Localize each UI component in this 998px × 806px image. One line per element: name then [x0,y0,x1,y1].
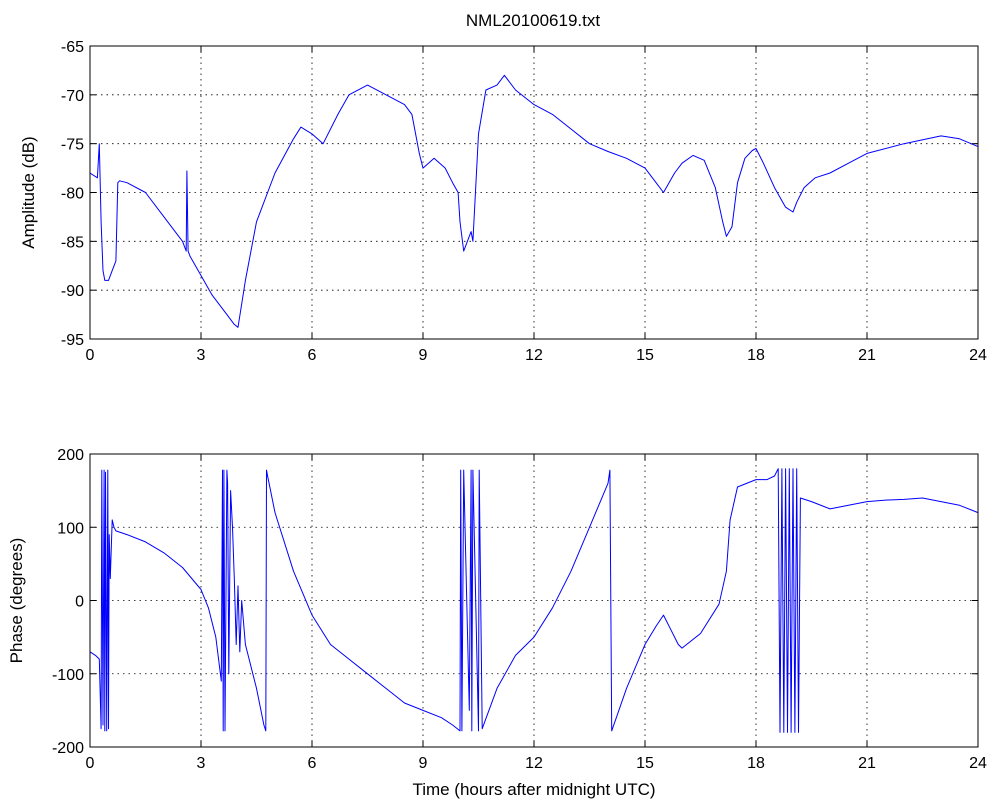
x-tick-label: 6 [308,347,317,364]
y-tick-label: -90 [61,283,84,300]
series-line [89,74,979,328]
x-tick-label: 12 [525,755,543,772]
x-tick-label: 6 [308,755,317,772]
x-tick-label: 3 [197,755,206,772]
x-tick-label: 24 [969,347,987,364]
x-tick-label: 3 [197,347,206,364]
x-tick-label: 12 [525,347,543,364]
x-tick-label: 15 [636,347,654,364]
y-tick-label: -100 [52,667,84,684]
x-axis-label: Time (hours after midnight UTC) [412,780,655,799]
y-tick-label: -75 [61,137,84,154]
plot-area [90,46,978,339]
x-tick-label: 21 [858,347,876,364]
phase-plot: 0 3 6 9 12 15 18 21 24 -200 -100 0 100 200 Phase (degr… [7,447,987,799]
y-tick-label: -95 [61,332,84,349]
x-tick-label: 21 [858,755,876,772]
amplitude-plot: 0 3 6 9 12 15 18 21 24 -95 -90 -85 -80 -75 -70 -65 Ampli… [19,39,987,364]
y-tick-label: 0 [75,594,84,611]
y-tick-label: 100 [57,520,84,537]
y-axis-label: Amplitude (dB) [19,136,38,248]
x-tick-label: 0 [86,347,95,364]
x-tick-label: 15 [636,755,654,772]
x-tick-label: 18 [747,755,765,772]
y-tick-label: -85 [61,234,84,251]
y-tick-label: -65 [61,39,84,56]
x-tick-label: 18 [747,347,765,364]
x-tick-label: 9 [419,755,428,772]
series-line [89,468,979,733]
y-axis-label: Phase (degrees) [7,538,26,664]
y-tick-label: -200 [52,740,84,757]
chart-title: NML20100619.txt [466,11,600,30]
y-tick-label: -70 [61,88,84,105]
y-tick-label: 200 [57,447,84,464]
y-tick-label: -80 [61,186,84,203]
x-tick-label: 24 [969,755,987,772]
x-tick-label: 9 [419,347,428,364]
x-tick-label: 0 [86,755,95,772]
